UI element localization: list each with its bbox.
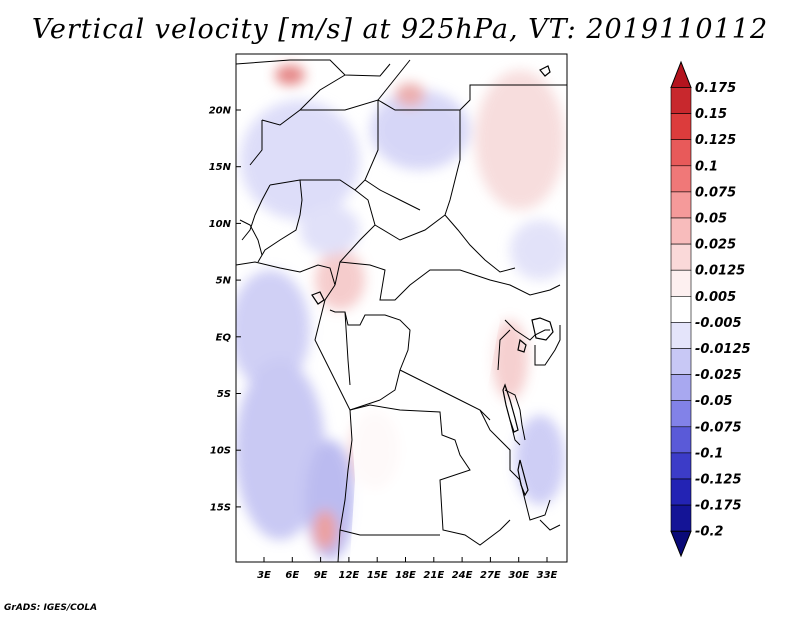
field-shading: [236, 54, 567, 562]
lon-label: 27E: [480, 570, 501, 581]
colorbar-label: -0.2: [695, 525, 723, 540]
latitude-axis: 20N 15N 10N 5N EQ 5S 10S 15S: [209, 106, 241, 513]
lon-label: 3E: [257, 570, 271, 581]
longitude-axis: 3E 6E 9E 12E 15E 18E 21E 24E 27E 30E 33E: [257, 557, 558, 581]
colorbar-swatch: [670, 165, 692, 193]
colorbar-swatch: [670, 139, 692, 167]
colorbar-label: 0.15: [695, 107, 727, 122]
lat-label: 20N: [209, 106, 232, 117]
colorbar-swatch: [670, 348, 692, 375]
chart-title: Vertical velocity [m/s] at 925hPa, VT: 2…: [31, 14, 769, 45]
lon-label: 18E: [395, 570, 416, 581]
colorbar-label: 0.175: [695, 81, 736, 96]
colorbar-label: 0.0125: [695, 264, 745, 279]
colorbar-swatch-bottom: [670, 530, 692, 558]
lon-label: 6E: [285, 570, 299, 581]
colorbar-label: 0.05: [695, 212, 727, 227]
colorbar-swatch: [670, 452, 692, 480]
colorbar-swatch: [670, 374, 692, 402]
lon-label: 15E: [367, 570, 388, 581]
colorbar-swatch: [670, 295, 692, 323]
colorbar-label: 0.1: [695, 159, 718, 174]
colorbar-swatch: [670, 322, 692, 349]
map-frame: [235, 53, 568, 563]
colorbar-label: -0.05: [695, 394, 732, 409]
grads-credit: GrADS: IGES/COLA: [4, 603, 98, 613]
lat-label: 10S: [210, 446, 231, 457]
colorbar-label: -0.0125: [695, 342, 751, 357]
colorbar-label: -0.075: [695, 420, 742, 435]
colorbar-swatch: [670, 426, 692, 454]
colorbar-label: 0.075: [695, 185, 736, 200]
lon-label: 9E: [314, 570, 328, 581]
colorbar-swatch: [670, 478, 692, 506]
colorbar: 0.175 0.15 0.125 0.1 0.075 0.05 0.025 0.0125 0.0…: [670, 60, 751, 558]
lat-label: 10N: [209, 219, 232, 230]
colorbar-swatch-top: [670, 60, 692, 88]
lon-label: 33E: [537, 570, 558, 581]
colorbar-label: 0.005: [695, 290, 736, 305]
colorbar-swatch: [670, 87, 692, 114]
colorbar-swatch: [670, 191, 692, 219]
colorbar-swatch: [670, 269, 692, 297]
lat-label: 5N: [216, 276, 232, 287]
colorbar-label: -0.025: [695, 368, 742, 383]
colorbar-label: 0.025: [695, 238, 736, 253]
colorbar-swatch: [670, 243, 692, 271]
colorbar-label: -0.005: [695, 316, 742, 331]
lat-label: 5S: [217, 389, 231, 400]
colorbar-label: -0.175: [695, 499, 742, 514]
lat-label: 15N: [209, 162, 232, 173]
colorbar-label: -0.1: [695, 446, 723, 461]
colorbar-swatch: [670, 400, 692, 428]
lakes: [311, 65, 554, 497]
lat-label: EQ: [216, 332, 232, 343]
lon-label: 24E: [452, 570, 473, 581]
lon-label: 21E: [423, 570, 444, 581]
colorbar-label: -0.125: [695, 473, 742, 488]
lon-label: 30E: [508, 570, 529, 581]
lon-label: 12E: [339, 570, 360, 581]
colorbar-swatch: [670, 113, 692, 140]
colorbar-swatch: [670, 217, 692, 245]
lat-label: 15S: [210, 502, 231, 513]
colorbar-label: 0.125: [695, 133, 736, 148]
colorbar-swatch: [670, 504, 692, 532]
